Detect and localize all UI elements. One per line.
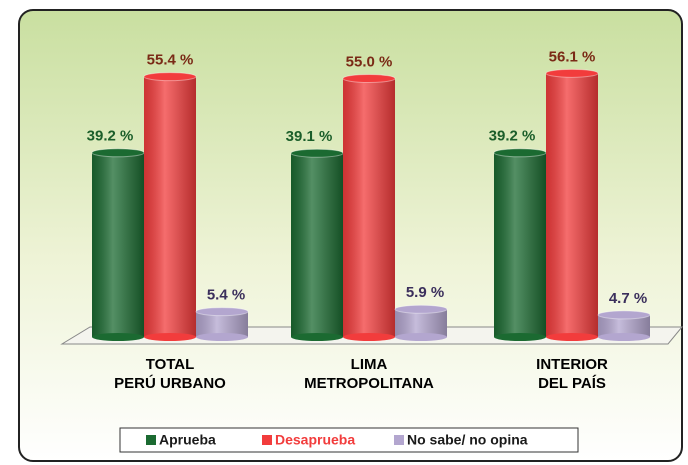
value-label: 39.2 % — [489, 128, 536, 145]
bar-top — [545, 68, 599, 78]
x-tick-label: INTERIOR — [536, 356, 608, 373]
x-tick-label: LIMA — [351, 356, 388, 373]
legend-swatch — [394, 435, 404, 445]
x-tick-label: DEL PAÍS — [538, 375, 606, 392]
bar-base — [343, 333, 395, 341]
value-label: 39.2 % — [87, 128, 134, 145]
bar-shade — [291, 153, 343, 337]
bar-base — [494, 333, 546, 341]
bar-top — [342, 74, 396, 83]
bar-shade — [343, 78, 395, 337]
legend-label: Desaprueba — [275, 432, 355, 448]
bar-base — [598, 333, 650, 341]
bar-shade — [494, 152, 546, 337]
value-label: 5.4 % — [207, 287, 245, 304]
bar-top — [394, 304, 448, 314]
bar-top — [493, 148, 547, 158]
value-label: 39.1 % — [286, 128, 333, 145]
legend-swatch — [146, 435, 156, 445]
bar-top — [195, 307, 249, 317]
value-label: 4.7 % — [609, 290, 647, 307]
legend — [119, 427, 579, 453]
x-tick-label: METROPOLITANA — [304, 375, 434, 392]
bar-shade — [144, 76, 196, 338]
bar-shade — [395, 309, 447, 337]
x-tick-label: PERÚ URBANO — [114, 374, 226, 392]
bar-base — [395, 333, 447, 341]
value-label: 55.0 % — [346, 53, 393, 70]
bar-base — [546, 333, 598, 341]
bar-base — [196, 333, 248, 341]
value-label: 5.9 % — [406, 284, 444, 301]
bar-top — [143, 72, 197, 82]
bar-shade — [546, 73, 598, 337]
bar-top — [597, 310, 651, 320]
bar-base — [92, 333, 144, 341]
bar-base — [291, 333, 343, 341]
bar-top — [290, 148, 344, 158]
legend-label: No sabe/ no opina — [407, 432, 528, 448]
bar-top — [91, 148, 145, 158]
bar-shade — [196, 311, 248, 337]
bar-base — [144, 333, 196, 341]
bar-shade — [598, 314, 650, 337]
value-label: 56.1 % — [549, 48, 596, 65]
bar-shade — [92, 152, 144, 337]
legend-swatch — [262, 435, 272, 445]
value-label: 55.4 % — [147, 52, 194, 69]
legend-label: Aprueba — [159, 432, 216, 448]
x-tick-label: TOTAL — [146, 356, 195, 373]
